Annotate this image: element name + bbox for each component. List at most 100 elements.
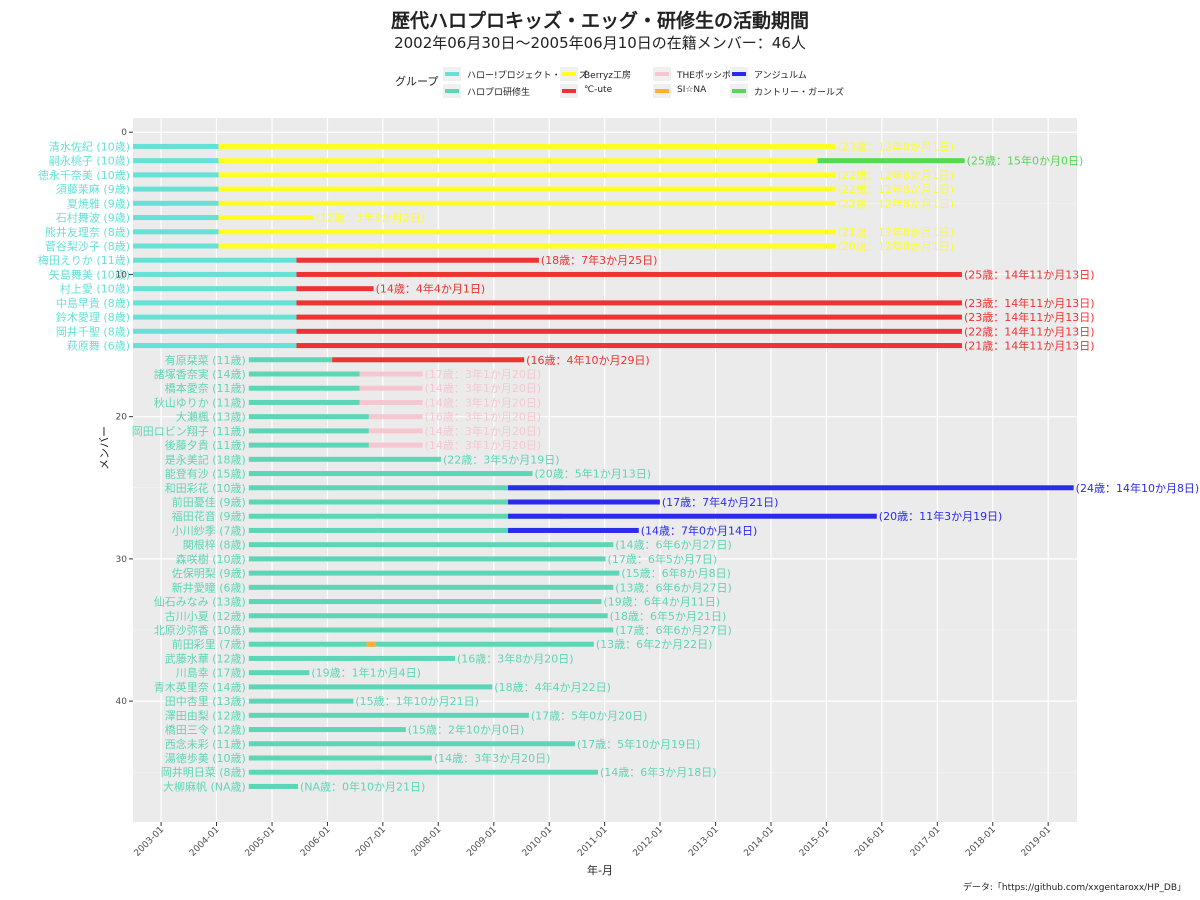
duration-label: (23歳：14年11か月13日) [964,296,1095,310]
duration-label: (25歳：15年0か月0日) [967,154,1084,168]
member-name-label: 田中杏里 (13歳) [165,695,246,708]
y-tick-label: 20 [116,413,128,423]
duration-label: (23歳：12年8か月1日) [838,139,955,153]
bar-kids [133,215,219,221]
member-name-label: 古川小夏 (12歳) [165,610,246,623]
duration-label: (14歳：3年1か月20日) [425,438,542,452]
bar-kids [133,243,219,249]
duration-label: (14歳：7年0か月14日) [641,523,758,537]
bar-kenshu [248,542,614,548]
bar-berryz [218,215,314,221]
legend: グループ ハロー!プロジェクト・キッズ Berryz工房 THEポッシボー アンジュル… [395,60,844,100]
duration-label: (20歳：12年8か月1日) [838,239,955,253]
duration-label: (18歳：7年3か月25日) [541,253,658,267]
legend-label: ハロプロ研修生 [467,88,531,98]
bar-kids [133,172,219,178]
bar-kenshu [248,456,441,462]
duration-label: (14歳：3年1か月20日) [425,424,542,438]
member-name-label: 仙石みなみ (13歳) [154,596,246,609]
bar-kids [133,314,297,320]
member-name-label: 澤田由梨 (12歳) [165,708,246,722]
duration-label: (12歳：3年3か月2日) [316,211,426,225]
member-name-label: 関根梓 (8歳) [183,538,246,552]
duration-label: (21歳：14年11か月13日) [964,339,1095,353]
bar-kids [133,229,219,235]
bar-kenshu [248,627,614,633]
chart-subtitle: 2002年06月30日〜2005年06月10日の在籍メンバー：46人 [394,34,806,52]
member-name-label: 森咲樹 (10歳) [176,552,246,566]
bar-kenshu [248,741,575,747]
member-name-label: 青木英里奈 (14歳) [154,680,246,694]
y-axis-label: メンバー [98,426,111,470]
duration-label: (18歳：4年4か月22日) [494,680,611,694]
x-tick-label: 2016-01 [853,825,887,859]
member-name-label: 須藤茉麻 (9歳) [56,182,130,196]
member-name-label: 新井愛瞳 (6歳) [172,580,246,594]
bar-cute [296,343,962,349]
duration-label: (13歳：6年6か月27日) [615,580,732,594]
x-tick-label: 2015-01 [798,825,832,859]
duration-label: (16歳：3年8か月20日) [457,651,574,665]
member-name-label: 小川紗季 (7歳) [172,524,246,537]
bar-kids [133,158,219,164]
bar-angerme [508,499,660,505]
y-tick-label: 30 [116,555,128,565]
member-name-label: 後藤夕貴 (11歳) [165,438,246,452]
x-tick-label: 2010-01 [521,825,555,859]
bar-berryz [218,186,836,192]
duration-label: (17歳：5年0か月20日) [531,708,648,722]
bar-kids [133,186,219,192]
member-name-label: 熊井友理奈 (8歳) [45,225,130,239]
legend-label: THEポッシボー [677,71,740,81]
bar-kenshu [248,357,333,363]
bar-possible [368,414,423,420]
member-name-label: 夏焼雅 (9歳) [67,196,130,210]
x-tick-label: 2006-01 [299,825,333,859]
duration-label: (14歳：3年1か月20日) [425,381,542,395]
data-source-caption: データ:「https://github.com/xxgentaroxx/HP_D… [962,883,1186,893]
duration-label: (22歳：3年5か月19日) [443,452,560,466]
bar-kenshu [248,556,606,562]
bar-berryz [218,243,836,249]
duration-label: (14歳：6年3か月18日) [600,765,717,779]
duration-label: (19歳：6年4か月11日) [603,595,720,609]
x-tick-label: 2008-01 [410,825,444,859]
duration-label: (22歳：12年8か月1日) [838,182,955,196]
x-tick-label: 2019-01 [1020,825,1054,859]
bar-berryz [218,158,836,164]
bar-kenshu [248,613,608,619]
member-name-label: 武藤水華 (12歳) [165,652,246,665]
member-name-label: 矢島舞美 (10歳) [49,267,130,281]
bar-kenshu [248,727,406,733]
x-tick-label: 2007-01 [354,825,388,859]
x-tick-label: 2005-01 [243,825,277,859]
x-tick-label: 2009-01 [465,825,499,859]
member-name-label: 鈴木愛理 (8歳) [56,310,130,324]
duration-label: (16歳：3年1か月20日) [425,410,542,424]
legend-swatch [730,67,748,81]
bar-angerme [508,527,639,533]
duration-label: (16歳：4年10か月29日) [526,353,650,367]
bar-kenshu [248,428,369,434]
bar-kenshu [248,712,529,718]
legend-swatch [730,84,748,98]
member-name-label: 菅谷梨沙子 (8歳) [45,239,130,253]
bar-kenshu [248,499,563,505]
bar-kenshu [248,783,298,789]
legend-label: ハロー!プロジェクト・キッズ [467,71,588,81]
bar-kenshu [248,584,614,590]
bar-kids [133,343,297,349]
x-tick-label: 2003-01 [133,825,167,859]
duration-label: (20歳：11年3か月19日) [879,509,1003,523]
bar-kenshu [248,485,563,491]
duration-label: (13歳：6年2か月22日) [596,637,713,651]
bar-kenshu [248,442,369,448]
member-name-label: 嗣永桃子 (10歳) [49,154,130,168]
duration-label: (14歳：4年4か月1日) [376,282,486,296]
legend-label: Berryz工房 [584,71,632,81]
duration-label: (14歳：3年3か月20日) [434,751,551,765]
bar-kenshu [248,471,533,477]
member-name-label: 清水佐紀 (10歳) [49,139,130,153]
member-name-label: 前田憂佳 (9歳) [172,495,246,509]
